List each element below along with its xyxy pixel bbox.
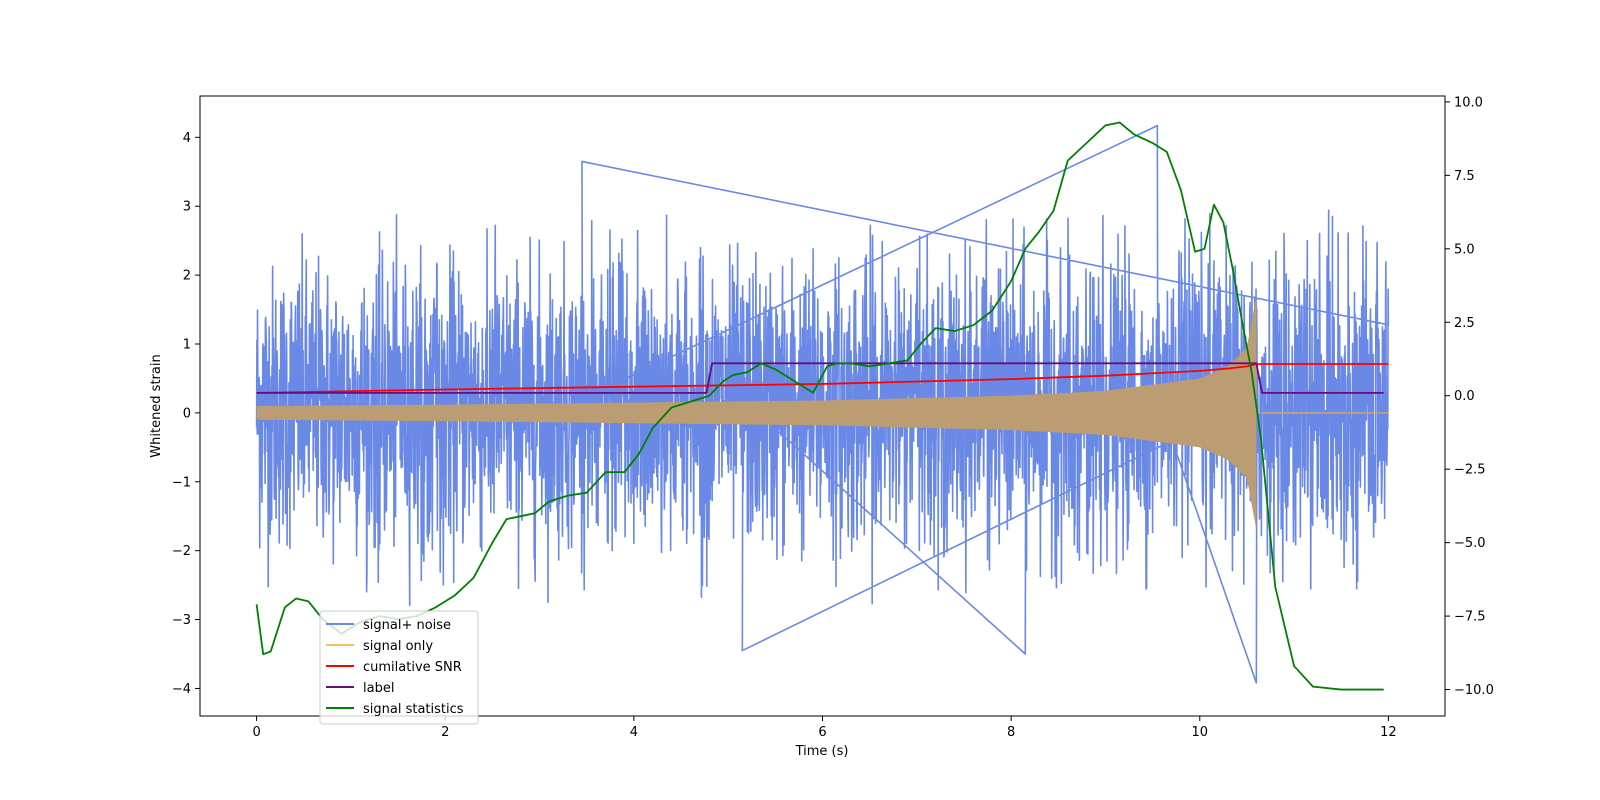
legend-label: signal only	[363, 639, 433, 654]
x-tick-label: 0	[252, 725, 260, 740]
y-axis-right: −10.0 −7.5 −5.0 −2.5 0.0 2.5 5.0 7.5 10.0	[1445, 95, 1494, 698]
plot-area	[199, 95, 1446, 717]
series-signal-only-envelope	[256, 295, 1257, 530]
legend-label: cumilative SNR	[363, 660, 462, 675]
y-tick-label: 4	[183, 131, 191, 146]
x-tick-label: 6	[818, 725, 826, 740]
y-tick-label: 2	[183, 269, 191, 284]
series-layer	[255, 121, 1390, 691]
y2-tick-label: −10.0	[1454, 683, 1494, 698]
x-tick-label: 10	[1191, 725, 1208, 740]
y2-tick-label: −7.5	[1454, 610, 1486, 625]
y2-tick-label: 5.0	[1454, 242, 1475, 257]
x-tick-label: 12	[1380, 725, 1397, 740]
y-tick-label: 1	[183, 338, 191, 353]
y-tick-label: −4	[172, 682, 191, 697]
y2-tick-label: 0.0	[1454, 389, 1475, 404]
legend-label: label	[363, 681, 394, 696]
legend-box	[319, 610, 479, 725]
y-tick-label: −1	[172, 475, 191, 490]
y2-tick-label: 2.5	[1454, 316, 1475, 331]
y-tick-label: 3	[183, 200, 191, 215]
y-tick-label: −2	[172, 544, 191, 559]
y2-tick-label: −2.5	[1454, 463, 1486, 478]
legend-label: signal+ noise	[363, 618, 451, 633]
legend-label: signal statistics	[363, 702, 464, 717]
x-axis: 0 2 4 6 8 10 12	[252, 716, 1397, 740]
y-tick-label: 0	[183, 406, 191, 421]
x-axis-title: Time (s)	[795, 744, 849, 759]
series-label-line	[256, 362, 1384, 394]
x-tick-label: 8	[1007, 725, 1015, 740]
series-signal-statistics-line	[255, 121, 1384, 691]
x-tick-label: 4	[630, 725, 638, 740]
y-axis-left: −4 −3 −2 −1 0 1 2 3 4	[172, 131, 200, 697]
y-tick-label: −3	[172, 613, 191, 628]
x-tick-label: 2	[441, 725, 449, 740]
y-axis-title: Whitened strain	[149, 354, 164, 457]
y2-tick-label: −5.0	[1454, 536, 1486, 551]
y2-tick-label: 7.5	[1454, 169, 1475, 184]
legend: signal+ noise signal only cumilative SNR la…	[319, 610, 479, 725]
y2-tick-label: 10.0	[1454, 95, 1483, 110]
